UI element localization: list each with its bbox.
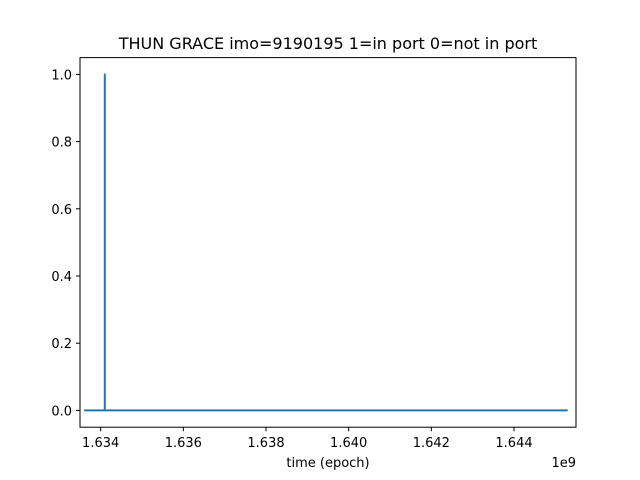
y-tick-label: 0.0: [51, 404, 72, 419]
x-tick-label: 1.636: [165, 436, 202, 451]
x-tick-label: 1.644: [495, 436, 532, 451]
x-offset-label: 1e9: [551, 456, 576, 471]
x-axis-label: time (epoch): [286, 456, 369, 471]
y-axis: 0.0 0.2 0.4 0.6 0.8 1.0: [51, 68, 80, 419]
y-tick-label: 0.2: [51, 337, 72, 352]
x-tick-label: 1.642: [413, 436, 450, 451]
plot-area: [84, 73, 568, 412]
y-tick-label: 1.0: [51, 68, 72, 83]
chart-title: THUN GRACE imo=9190195 1=in port 0=not i…: [118, 34, 538, 53]
x-axis: 1.634 1.636 1.638 1.640 1.642 1.644: [82, 427, 533, 451]
y-tick-label: 0.4: [51, 270, 72, 285]
y-tick-label: 0.6: [51, 203, 72, 218]
x-tick-label: 1.640: [330, 436, 367, 451]
x-tick-label: 1.634: [82, 436, 119, 451]
series-line-0: [84, 73, 568, 412]
x-tick-label: 1.638: [247, 436, 284, 451]
axes-frame: [79, 57, 577, 428]
y-tick-label: 0.8: [51, 136, 72, 151]
